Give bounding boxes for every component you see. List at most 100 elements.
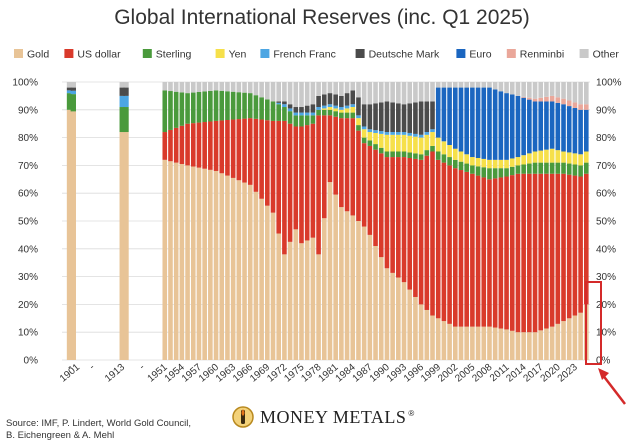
bar-segment-other bbox=[441, 82, 447, 88]
bar-segment-yen bbox=[544, 149, 549, 163]
bar-segment-other bbox=[350, 82, 356, 91]
bar-segment-us-dollar bbox=[396, 157, 401, 278]
bar-segment-sterling bbox=[168, 91, 173, 130]
bar-segment-gold bbox=[441, 321, 447, 360]
bar-segment-sterling bbox=[259, 97, 264, 120]
bar-segment-sterling bbox=[532, 162, 538, 174]
legend-label: Euro bbox=[469, 49, 491, 61]
bar-segment-us-dollar bbox=[208, 121, 213, 170]
bar-segment-sterling bbox=[555, 162, 561, 174]
bar-segment-other bbox=[447, 82, 452, 88]
bar-segment-euro bbox=[544, 101, 549, 150]
y-tick-label-right: 60% bbox=[596, 189, 616, 200]
bar-segment-us-dollar bbox=[378, 153, 384, 258]
bar-segment-french-franc bbox=[287, 108, 293, 112]
bar-segment-deutsche-mark bbox=[430, 101, 435, 130]
bar-segment-yen bbox=[435, 137, 441, 152]
bar-segment-gold bbox=[498, 328, 504, 360]
bar-segment-us-dollar bbox=[521, 173, 526, 333]
bar-segment-gold bbox=[470, 326, 475, 360]
bar-segment-french-franc bbox=[310, 112, 316, 116]
legend-label: US dollar bbox=[77, 49, 121, 61]
bar-segment-gold bbox=[464, 326, 469, 360]
bar-segment-other bbox=[265, 82, 270, 100]
bar-segment-yen bbox=[441, 141, 447, 155]
bar-segment-sterling bbox=[173, 91, 179, 128]
bar-segment-yen bbox=[390, 134, 395, 152]
bar-segment-us-dollar bbox=[265, 120, 270, 206]
bar-segment-other bbox=[293, 82, 299, 108]
bar-segment-sterling bbox=[310, 115, 316, 124]
bar-segment-us-dollar bbox=[316, 115, 321, 255]
bar-segment-sterling bbox=[367, 140, 373, 146]
bar-segment-euro bbox=[487, 87, 492, 160]
bar-segment-gold bbox=[321, 218, 327, 360]
bar-segment-french-franc bbox=[430, 129, 435, 133]
bar-segment-french-franc bbox=[401, 132, 407, 135]
bar-segment-deutsche-mark bbox=[282, 101, 287, 105]
bar-segment-yen bbox=[498, 159, 504, 169]
y-tick-label-left: 40% bbox=[18, 244, 38, 255]
bar-segment-gold bbox=[509, 330, 515, 360]
legend-label: Yen bbox=[229, 49, 247, 61]
y-tick-label-right: 80% bbox=[596, 133, 616, 144]
bar-segment-gold bbox=[119, 132, 125, 360]
y-tick-label-left: 90% bbox=[18, 105, 38, 116]
bar-segment-other bbox=[310, 82, 316, 105]
bar-segment-us-dollar bbox=[310, 123, 316, 238]
bar-segment-gold bbox=[487, 326, 492, 360]
bar-segment-gold bbox=[407, 289, 413, 360]
bar-segment-other bbox=[470, 82, 475, 88]
y-tick-label-left: 50% bbox=[18, 217, 38, 228]
bar-segment-us-dollar bbox=[509, 175, 515, 331]
bar-segment-euro bbox=[549, 101, 555, 149]
bar-segment-other bbox=[327, 82, 333, 94]
bar-segment-sterling bbox=[185, 93, 190, 124]
bar-segment-us-dollar bbox=[213, 120, 219, 171]
bar-segment-other bbox=[498, 82, 504, 92]
bar-segment-french-franc bbox=[350, 104, 356, 108]
bar-segment-gold bbox=[213, 170, 219, 360]
bar-segment-us-dollar bbox=[270, 120, 276, 213]
bar-segment-sterling bbox=[487, 168, 492, 180]
bar-segment-gold bbox=[572, 315, 578, 360]
bar-segment-sterling bbox=[236, 92, 242, 120]
bar-segment-french-franc bbox=[396, 132, 401, 135]
bar-segment-yen bbox=[407, 135, 413, 153]
bar-segment-sterling bbox=[276, 104, 282, 121]
bar-segment-sterling bbox=[407, 152, 413, 158]
bar-segment-euro bbox=[509, 94, 515, 159]
bar-segment-renminbi bbox=[555, 97, 561, 103]
bar-segment-us-dollar bbox=[441, 162, 447, 322]
bar-segment-gold bbox=[179, 164, 185, 360]
legend-swatch bbox=[506, 49, 516, 58]
bar-segment-renminbi bbox=[544, 96, 549, 102]
bar-segment-yen bbox=[549, 148, 555, 163]
bar-segment-sterling bbox=[424, 150, 430, 156]
bar-segment-gold bbox=[202, 168, 207, 360]
bar-segment-renminbi bbox=[584, 104, 589, 110]
y-tick-label-left: 80% bbox=[18, 133, 38, 144]
bar-segment-yen bbox=[378, 133, 384, 148]
bar-segment-us-dollar bbox=[401, 157, 407, 283]
bar-segment-yen bbox=[572, 153, 578, 165]
bar-segment-gold bbox=[549, 326, 555, 360]
bar-segment-french-franc bbox=[418, 134, 424, 138]
bar-segment-sterling bbox=[70, 94, 76, 112]
bar-segment-french-franc bbox=[344, 105, 350, 109]
bar-segment-euro bbox=[435, 87, 441, 138]
bar-segment-other bbox=[123, 82, 129, 88]
bar-segment-sterling bbox=[470, 165, 475, 174]
bar-segment-french-franc bbox=[361, 126, 367, 130]
legend-label: French Franc bbox=[273, 49, 335, 61]
bar-segment-gold bbox=[344, 211, 350, 360]
bar-segment-gold bbox=[247, 184, 253, 360]
bar-segment-gold bbox=[304, 240, 310, 360]
bar-segment-us-dollar bbox=[242, 118, 247, 183]
bar-segment-gold bbox=[447, 323, 452, 360]
y-tick-label-left: 60% bbox=[18, 189, 38, 200]
bar-segment-gold bbox=[123, 132, 129, 360]
bar-segment-french-franc bbox=[293, 112, 299, 116]
bar-segment-sterling bbox=[447, 157, 452, 166]
bar-segment-gold bbox=[265, 205, 270, 360]
